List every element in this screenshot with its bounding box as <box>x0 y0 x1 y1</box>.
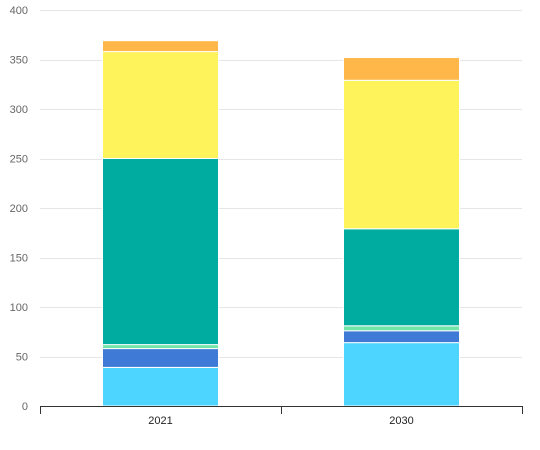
bar-2021-segment-6[interactable] <box>102 40 219 53</box>
y-tick-label-300: 300 <box>10 104 28 116</box>
y-tick-label-100: 100 <box>10 302 28 314</box>
y-axis-tick-labels: 0 50 100 150 200 250 300 350 400 <box>10 5 28 413</box>
x-axis: 2021 2030 <box>40 406 523 427</box>
bar-2021-segment-3[interactable] <box>102 344 219 350</box>
x-tick-label-2021: 2021 <box>148 415 172 427</box>
bar-2030-segment-1[interactable] <box>343 342 460 407</box>
y-tick-label-200: 200 <box>10 203 28 215</box>
bar-2021-segment-1[interactable] <box>102 366 219 407</box>
bar-2021-segment-4[interactable] <box>102 158 219 346</box>
y-tick-label-150: 150 <box>10 253 28 265</box>
bars <box>102 40 460 407</box>
bar-2030-segment-2[interactable] <box>343 330 460 344</box>
y-tick-label-50: 50 <box>16 352 28 364</box>
bar-2030-segment-4[interactable] <box>343 228 460 327</box>
bar-2021-segment-5[interactable] <box>102 51 219 159</box>
bar-2030-segment-5[interactable] <box>343 79 460 230</box>
y-tick-label-400: 400 <box>10 5 28 17</box>
bar-2021-segment-2[interactable] <box>102 348 219 368</box>
y-tick-label-350: 350 <box>10 55 28 67</box>
y-tick-label-250: 250 <box>10 154 28 166</box>
bar-2030-segment-6[interactable] <box>343 57 460 81</box>
bar-2030-segment-3[interactable] <box>343 325 460 332</box>
x-tick-label-2030: 2030 <box>389 415 413 427</box>
y-tick-label-0: 0 <box>22 401 28 413</box>
